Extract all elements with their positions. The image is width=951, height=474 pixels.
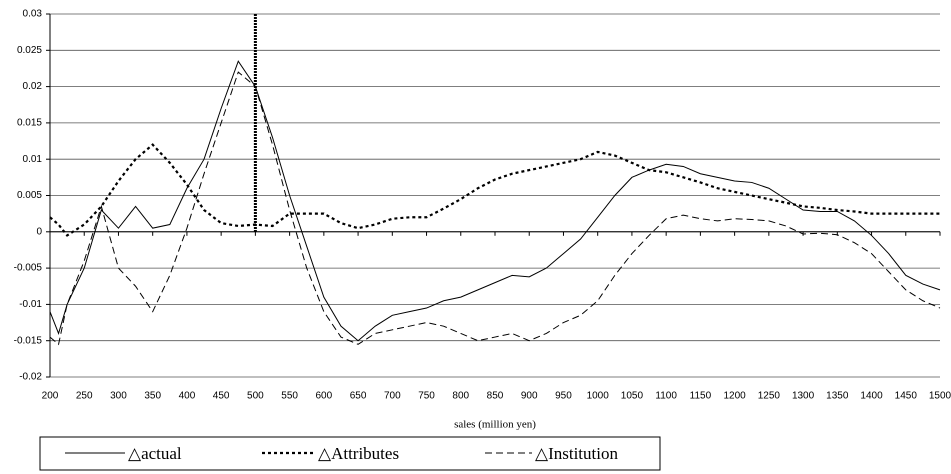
x-tick-label: 400 <box>179 391 196 402</box>
x-tick-label: 1000 <box>587 391 610 402</box>
x-tick-label: 300 <box>110 391 127 402</box>
x-tick-label: 900 <box>521 391 538 402</box>
x-tick-label: 650 <box>350 391 367 402</box>
y-tick-label: 0.02 <box>23 81 43 92</box>
x-tick-label: 200 <box>42 391 59 402</box>
x-tick-label: 1500 <box>929 391 951 402</box>
x-tick-label: 1150 <box>690 391 712 402</box>
x-tick-label: 1100 <box>655 391 677 402</box>
x-tick-label: 1050 <box>621 391 644 402</box>
x-tick-label: 600 <box>316 391 333 402</box>
y-tick-label: -0.01 <box>19 299 42 310</box>
y-tick-label: 0.025 <box>17 45 42 56</box>
x-tick-label: 850 <box>487 391 504 402</box>
x-tick-label: 1300 <box>792 391 815 402</box>
y-tick-label: -0.005 <box>14 263 43 274</box>
y-tick-label: -0.015 <box>14 335 43 346</box>
x-tick-label: 350 <box>144 391 161 402</box>
x-tick-label: 1350 <box>826 391 849 402</box>
x-tick-label: 700 <box>384 391 401 402</box>
x-tick-label: 800 <box>452 391 469 402</box>
x-tick-label: 550 <box>281 391 298 402</box>
data-line <box>49 60 941 342</box>
legend-label: △Attributes <box>318 444 399 463</box>
x-tick-label: 1450 <box>895 391 918 402</box>
x-tick-label: 1250 <box>758 391 781 402</box>
y-tick-label: 0.01 <box>23 154 43 165</box>
x-axis-label: sales (million yen) <box>454 419 536 431</box>
legend-label: △actual <box>128 444 182 463</box>
x-tick-label: 1400 <box>860 391 883 402</box>
data-line <box>49 143 940 237</box>
x-tick-label: 1200 <box>723 391 746 402</box>
x-tick-label: 950 <box>555 391 572 402</box>
x-tick-label: 750 <box>418 391 435 402</box>
y-tick-label: -0.02 <box>19 372 42 383</box>
y-tick-label: 0.03 <box>23 9 43 20</box>
x-tick-label: 250 <box>76 391 93 402</box>
x-tick-label: 500 <box>247 391 264 402</box>
y-tick-label: 0.005 <box>17 190 42 201</box>
legend-box <box>39 436 661 471</box>
legend-label: △Institution <box>535 444 618 463</box>
y-tick-label: 0 <box>36 226 42 237</box>
x-tick-label: 450 <box>213 391 230 402</box>
data-line <box>49 71 941 346</box>
y-tick-label: 0.015 <box>17 118 42 129</box>
